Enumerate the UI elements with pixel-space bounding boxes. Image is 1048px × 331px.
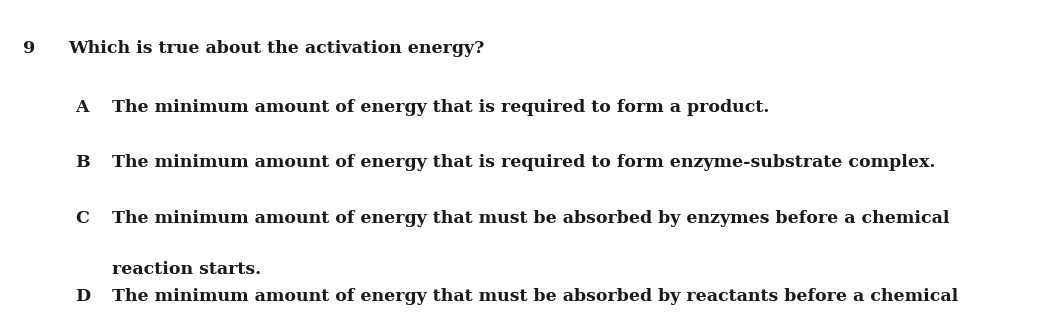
Text: The minimum amount of energy that must be absorbed by reactants before a chemica: The minimum amount of energy that must b… [112, 288, 958, 305]
Text: reaction starts.: reaction starts. [112, 261, 261, 278]
Text: C: C [75, 210, 89, 227]
Text: 9: 9 [23, 40, 36, 57]
Text: The minimum amount of energy that is required to form enzyme-substrate complex.: The minimum amount of energy that is req… [112, 154, 936, 171]
Text: D: D [75, 288, 90, 305]
Text: Which is true about the activation energy?: Which is true about the activation energ… [68, 40, 484, 57]
Text: The minimum amount of energy that is required to form a product.: The minimum amount of energy that is req… [112, 99, 769, 116]
Text: The minimum amount of energy that must be absorbed by enzymes before a chemical: The minimum amount of energy that must b… [112, 210, 949, 227]
Text: B: B [75, 154, 90, 171]
Text: A: A [75, 99, 89, 116]
